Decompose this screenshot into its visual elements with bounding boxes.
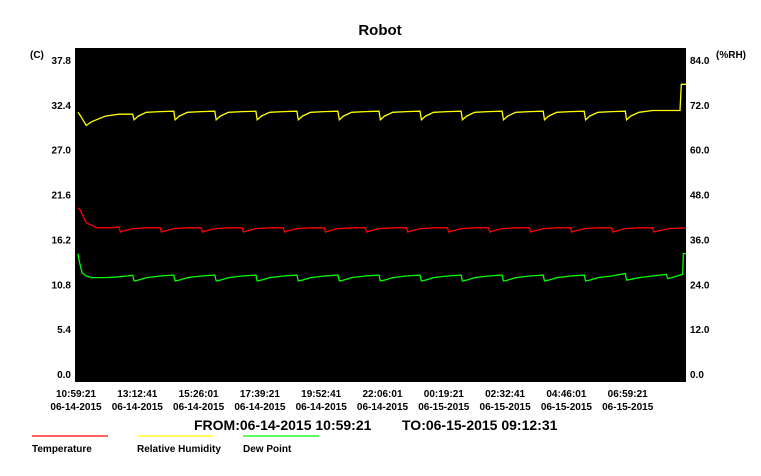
left-tick-label: 37.8 <box>52 56 72 67</box>
x-tick-date: 06-14-2015 <box>296 402 348 413</box>
x-tick-time: 04:46:01 <box>546 389 586 400</box>
legend-label: Temperature <box>32 444 92 455</box>
x-tick-labels: 10:59:21 06-14-2015 13:12:41 06-14-2015 15:2… <box>50 389 653 413</box>
x-tick-time: 02:32:41 <box>485 389 525 400</box>
right-tick-label: 60.0 <box>690 146 710 157</box>
left-tick-label: 21.6 <box>52 191 72 202</box>
x-tick-date: 06-15-2015 <box>480 402 532 413</box>
chart-title: Robot <box>358 22 401 39</box>
legend-label: Relative Humidity <box>137 444 221 455</box>
x-tick-date: 06-14-2015 <box>50 402 102 413</box>
right-tick-label: 12.0 <box>690 325 710 336</box>
range-to: TO:06-15-2015 09:12:31 <box>402 417 558 433</box>
left-axis-unit: (C) <box>30 50 44 61</box>
right-tick-label: 36.0 <box>690 235 710 246</box>
right-tick-label: 84.0 <box>690 56 710 67</box>
series-line-temperature <box>77 207 687 233</box>
left-tick-label: 5.4 <box>57 325 71 336</box>
range-from: FROM:06-14-2015 10:59:21 <box>194 417 372 433</box>
x-tick-date: 06-14-2015 <box>234 402 286 413</box>
series-line-dew-point <box>77 252 686 282</box>
x-tick-date: 06-14-2015 <box>173 402 225 413</box>
x-tick-time: 13:12:41 <box>117 389 157 400</box>
right-tick-labels: 84.0 72.0 60.0 48.0 36.0 24.0 12.0 0.0 <box>690 56 710 381</box>
left-tick-label: 32.4 <box>52 101 72 112</box>
left-tick-labels: 37.8 32.4 27.0 21.6 16.2 10.8 5.4 0.0 <box>52 56 72 381</box>
right-tick-label: 72.0 <box>690 101 710 112</box>
x-tick-date: 06-15-2015 <box>541 402 593 413</box>
right-tick-label: 24.0 <box>690 280 710 291</box>
legend: Temperature Relative Humidity Dew Point <box>32 435 319 455</box>
left-tick-label: 16.2 <box>52 235 72 246</box>
series-line-relative-humidity <box>77 83 686 127</box>
x-tick-time: 00:19:21 <box>424 389 464 400</box>
right-tick-label: 48.0 <box>690 191 710 202</box>
x-tick-time: 15:26:01 <box>179 389 219 400</box>
right-axis-unit: (%RH) <box>716 50 746 61</box>
x-tick-time: 06:59:21 <box>608 389 648 400</box>
x-tick-time: 10:59:21 <box>56 389 96 400</box>
series-lines <box>77 83 687 282</box>
x-tick-time: 22:06:01 <box>362 389 402 400</box>
x-tick-date: 06-14-2015 <box>357 402 409 413</box>
x-tick-time: 17:39:21 <box>240 389 280 400</box>
x-tick-date: 06-15-2015 <box>602 402 654 413</box>
x-tick-time: 19:52:41 <box>301 389 341 400</box>
legend-label: Dew Point <box>243 444 292 455</box>
left-tick-label: 0.0 <box>57 370 71 381</box>
x-tick-date: 06-15-2015 <box>418 402 470 413</box>
plot-area <box>75 48 686 382</box>
left-tick-label: 10.8 <box>52 280 72 291</box>
left-tick-label: 27.0 <box>52 146 72 157</box>
right-tick-label: 0.0 <box>690 370 704 381</box>
x-tick-date: 06-14-2015 <box>112 402 164 413</box>
